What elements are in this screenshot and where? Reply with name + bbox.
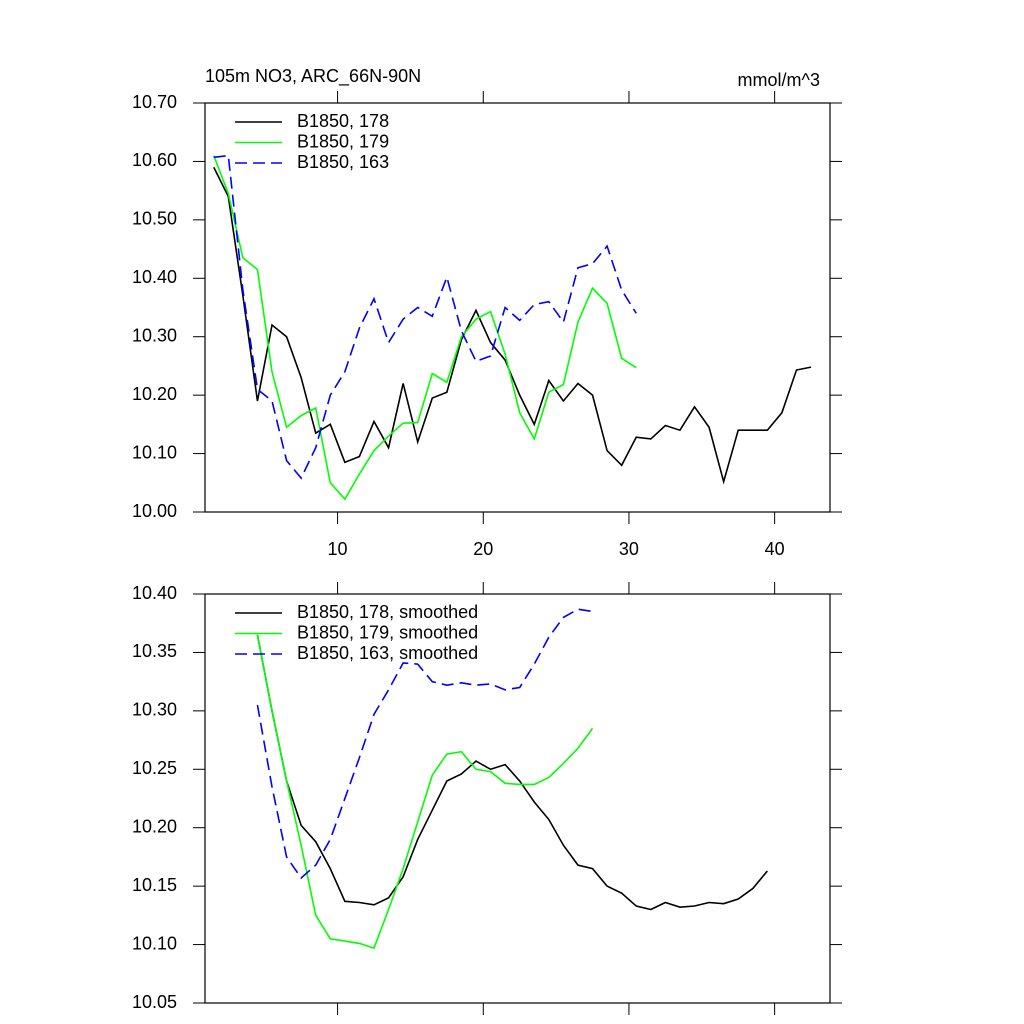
x-tick-label: 40 — [765, 539, 785, 559]
series-line — [213, 166, 812, 485]
series-line — [213, 154, 637, 480]
y-tick-label: 10.05 — [132, 992, 177, 1012]
y-tick-label: 10.40 — [132, 267, 177, 287]
y-tick-label: 10.20 — [132, 816, 177, 836]
x-tick-label: 10 — [328, 539, 348, 559]
y-tick-label: 10.40 — [132, 583, 177, 603]
plot-frame — [204, 593, 831, 1004]
legend-label: B1850, 163, smoothed — [297, 643, 478, 663]
y-tick-label: 10.35 — [132, 641, 177, 661]
series-line — [256, 608, 593, 880]
y-tick-label: 10.50 — [132, 209, 177, 229]
x-tick-label: 30 — [619, 539, 639, 559]
series-line — [256, 634, 594, 950]
y-tick-label: 10.25 — [132, 758, 177, 778]
series-line — [212, 155, 637, 501]
legend-label: B1850, 179 — [297, 131, 389, 151]
legend-label: B1850, 163 — [297, 152, 389, 172]
unit-label: mmol/m^3 — [738, 70, 820, 90]
y-tick-label: 10.60 — [132, 150, 177, 170]
y-tick-label: 10.00 — [132, 501, 177, 521]
x-tick-label: 20 — [473, 539, 493, 559]
legend-label: B1850, 179, smoothed — [297, 622, 478, 642]
y-tick-label: 10.10 — [132, 933, 177, 953]
series-line — [256, 634, 768, 911]
plot-frame — [204, 102, 831, 513]
y-tick-label: 10.20 — [132, 384, 177, 404]
legend-label: B1850, 178 — [297, 111, 389, 131]
chart-title: 105m NO3, ARC_66N-90N — [205, 66, 421, 87]
y-tick-label: 10.70 — [132, 92, 177, 112]
y-tick-label: 10.10 — [132, 442, 177, 462]
y-tick-label: 10.15 — [132, 875, 177, 895]
legend-label: B1850, 178, smoothed — [297, 602, 478, 622]
y-tick-label: 10.30 — [132, 700, 177, 720]
y-tick-label: 10.30 — [132, 325, 177, 345]
